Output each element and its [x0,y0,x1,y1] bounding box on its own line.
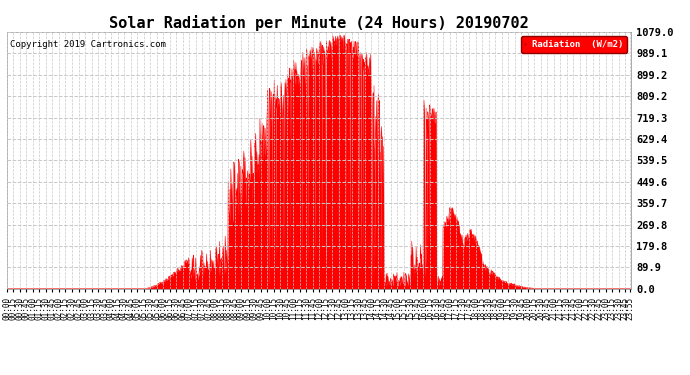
Title: Solar Radiation per Minute (24 Hours) 20190702: Solar Radiation per Minute (24 Hours) 20… [109,15,529,31]
Legend: Radiation  (W/m2): Radiation (W/m2) [521,36,627,52]
Text: Copyright 2019 Cartronics.com: Copyright 2019 Cartronics.com [10,40,166,49]
